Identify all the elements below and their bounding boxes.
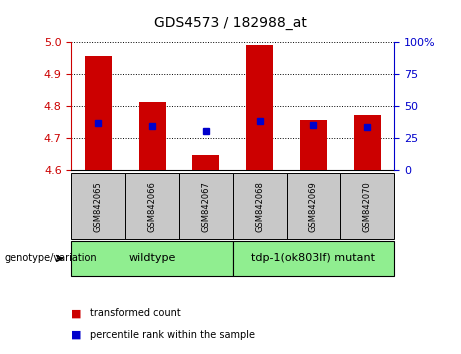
Text: GDS4573 / 182988_at: GDS4573 / 182988_at <box>154 16 307 30</box>
Text: wildtype: wildtype <box>129 253 176 263</box>
Text: GSM842070: GSM842070 <box>363 181 372 232</box>
Text: transformed count: transformed count <box>90 308 181 318</box>
Text: tdp-1(ok803lf) mutant: tdp-1(ok803lf) mutant <box>252 253 375 263</box>
Bar <box>354 115 381 170</box>
Text: GSM842065: GSM842065 <box>94 181 103 232</box>
Text: GSM842067: GSM842067 <box>201 181 210 232</box>
Text: GSM842066: GSM842066 <box>148 181 157 232</box>
Text: ■: ■ <box>71 330 82 339</box>
Bar <box>246 45 273 170</box>
Bar <box>300 120 327 170</box>
Text: percentile rank within the sample: percentile rank within the sample <box>90 330 255 339</box>
Text: GSM842069: GSM842069 <box>309 181 318 232</box>
Bar <box>193 155 219 170</box>
Text: ■: ■ <box>71 308 82 318</box>
Text: GSM842068: GSM842068 <box>255 181 264 232</box>
Bar <box>85 56 112 170</box>
Bar <box>139 102 165 170</box>
Text: genotype/variation: genotype/variation <box>5 253 97 263</box>
